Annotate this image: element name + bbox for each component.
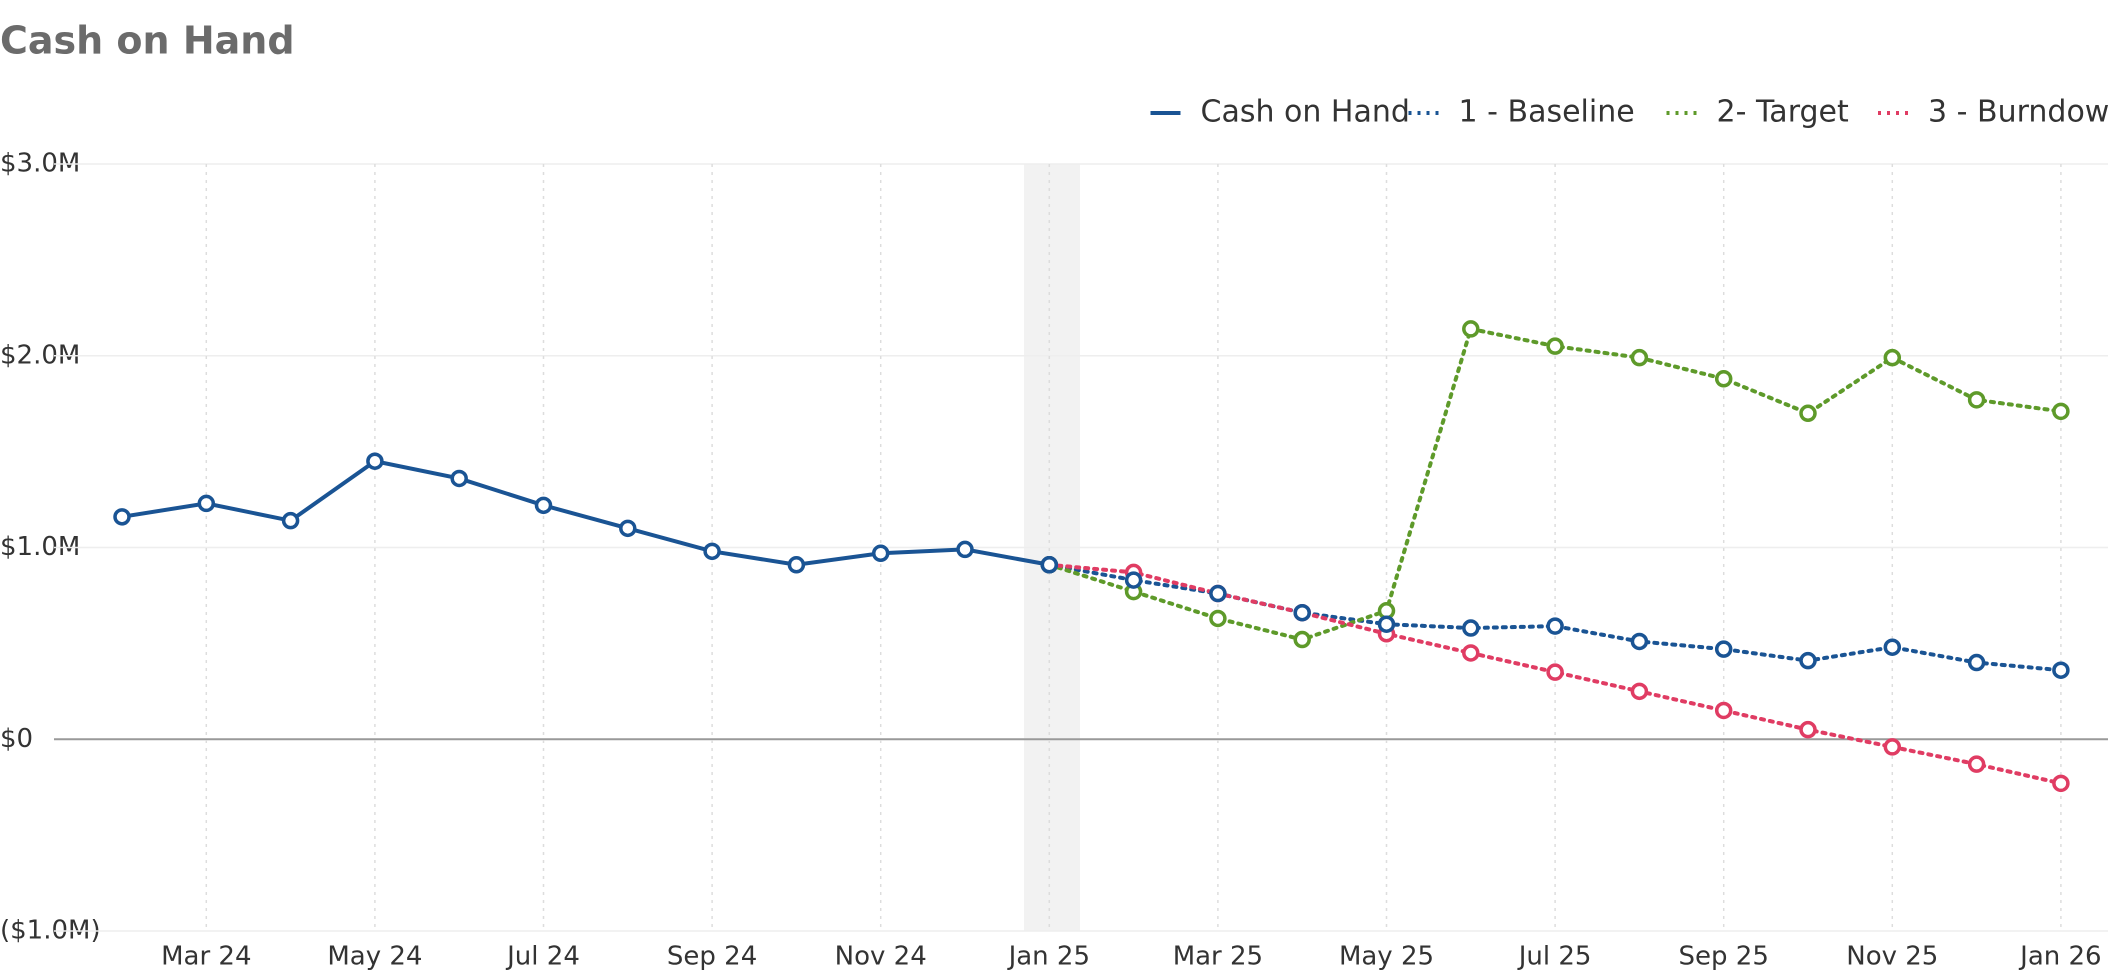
- legend-label: 1 - Baseline: [1459, 95, 1635, 130]
- data-point: [1799, 404, 1817, 423]
- x-tick-label: Mar 25: [1173, 942, 1263, 972]
- data-point: [1546, 617, 1564, 635]
- x-tick-label: Jul 25: [1517, 942, 1592, 972]
- data-point: [1630, 682, 1649, 701]
- data-point: [1714, 701, 1733, 720]
- data-point: [2052, 774, 2070, 793]
- data-point: [113, 508, 131, 526]
- data-point: [1714, 370, 1733, 388]
- data-point: [1630, 348, 1649, 367]
- x-tick-label: May 25: [1339, 942, 1434, 972]
- x-tick-label: May 24: [327, 942, 422, 972]
- data-point: [1883, 738, 1902, 756]
- chart-title: Cash on Hand: [0, 19, 295, 63]
- data-point: [1377, 615, 1396, 633]
- data-point: [1630, 632, 1649, 651]
- x-tick-label: Jan 26: [2018, 942, 2101, 972]
- data-point: [871, 544, 890, 563]
- data-point: [1883, 348, 1902, 367]
- data-point: [1209, 609, 1227, 628]
- data-point: [1293, 603, 1311, 622]
- legend-label: Cash on Hand: [1201, 95, 1410, 130]
- x-tick-label: Mar 24: [161, 942, 251, 972]
- data-point: [956, 540, 974, 559]
- data-point: [1040, 556, 1059, 574]
- data-point: [1546, 337, 1564, 355]
- legend-label: 3 - Burndown: [1928, 95, 2108, 130]
- x-tick-label: Nov 25: [1846, 942, 1938, 972]
- x-tick-label: Sep 24: [667, 942, 757, 972]
- data-point: [281, 511, 300, 530]
- data-point: [450, 469, 468, 488]
- data-point: [787, 556, 806, 574]
- data-point: [1967, 653, 1986, 672]
- data-point: [1462, 619, 1480, 637]
- data-point: [2052, 661, 2070, 679]
- data-point: [1462, 644, 1480, 662]
- data-point: [1462, 320, 1480, 338]
- x-tick-label: Jul 24: [505, 942, 580, 972]
- x-tick-label: Jan 25: [1007, 942, 1090, 972]
- y-tick-label: $0: [0, 724, 33, 754]
- data-point: [197, 494, 216, 513]
- data-point: [1799, 651, 1817, 670]
- data-point: [1799, 720, 1817, 739]
- data-point: [534, 496, 553, 515]
- data-point: [1967, 755, 1986, 773]
- series-line: [120, 459, 1052, 567]
- data-point: [1714, 640, 1733, 658]
- data-point: [2052, 402, 2070, 421]
- data-point: [1883, 638, 1902, 656]
- data-point: [366, 452, 384, 470]
- legend-label: 2- Target: [1717, 95, 1849, 130]
- data-point: [619, 519, 637, 538]
- data-point: [1124, 571, 1143, 589]
- x-tick-label: Sep 25: [1679, 942, 1769, 972]
- data-point: [1293, 630, 1311, 649]
- data-point: [1209, 584, 1227, 603]
- data-point: [703, 542, 721, 561]
- data-point: [1967, 391, 1986, 409]
- x-tick-label: Nov 24: [835, 942, 927, 972]
- data-point: [1546, 663, 1564, 681]
